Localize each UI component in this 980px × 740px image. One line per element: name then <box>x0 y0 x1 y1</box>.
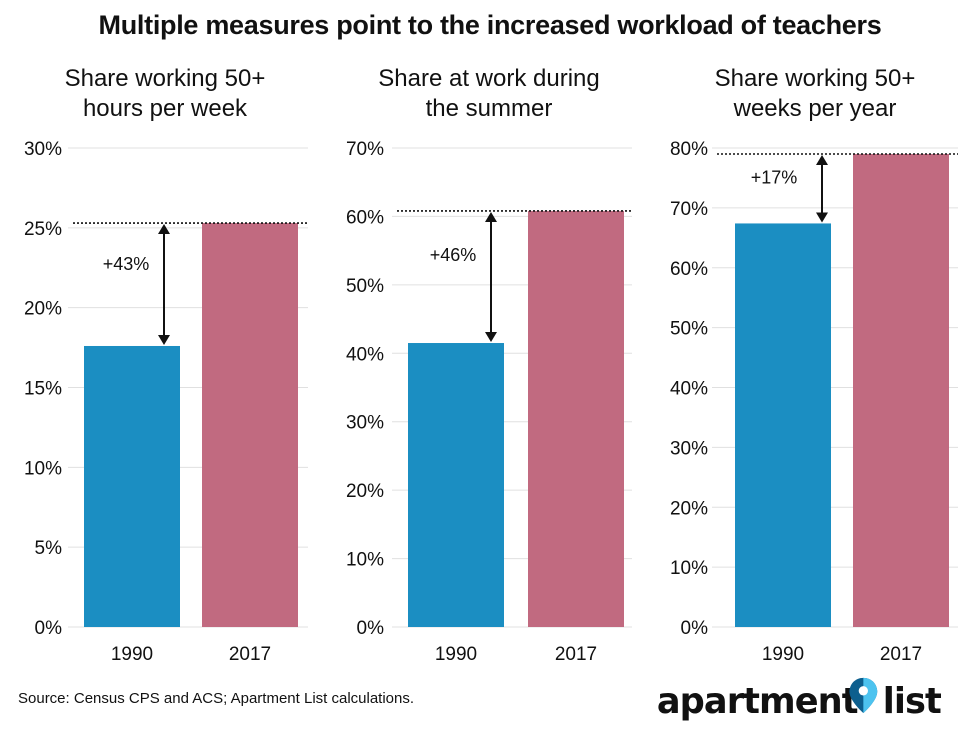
chart-2-change-label: +46% <box>430 245 477 265</box>
chart-3-y-tick-label: 20% <box>670 498 708 519</box>
chart-1-y-tick-label: 15% <box>24 379 62 400</box>
chart-2-y-tick-label: 10% <box>346 550 384 571</box>
chart-1-y-tick-label: 10% <box>24 458 62 479</box>
chart-3-y-tick-label: 40% <box>670 379 708 400</box>
chart-3-x-tick-label: 2017 <box>880 644 922 665</box>
chart-1-arrow-head-down <box>158 334 170 345</box>
chart-3-y-tick-label: 50% <box>670 319 708 340</box>
chart-1-change-label: +43% <box>103 254 150 274</box>
chart-3-change-label: +17% <box>751 168 798 188</box>
chart-2-y-tick-label: 20% <box>346 481 384 502</box>
chart-3-y-tick-label: 60% <box>670 259 708 280</box>
chart-2-title-line: Share at work during <box>378 65 599 92</box>
chart-1-y-tick-label: 30% <box>24 139 62 160</box>
chart-3-arrow-head-up <box>816 154 828 165</box>
chart-3-y-tick-label: 30% <box>670 438 708 459</box>
chart-3-y-tick-label: 80% <box>670 139 708 160</box>
chart-1-y-tick-label: 20% <box>24 299 62 320</box>
chart-2-bar-1990 <box>408 343 504 627</box>
chart-1-title-line: hours per week <box>83 95 248 122</box>
chart-1-arrow-head-up <box>158 224 170 235</box>
chart-2-arrow-head-up <box>485 211 497 222</box>
chart-1-bar-2017 <box>202 223 298 627</box>
chart-2-bar-2017 <box>528 210 624 627</box>
chart-3-bar-2017 <box>853 153 949 628</box>
figure-title: Multiple measures point to the increased… <box>98 10 882 40</box>
chart-3-title-line: weeks per year <box>733 95 897 122</box>
chart-1-y-tick-label: 0% <box>35 618 63 639</box>
apartment-list-logo: apartment list <box>657 677 942 722</box>
chart-1-x-tick-label: 1990 <box>111 644 153 665</box>
chart-2-x-tick-label: 2017 <box>555 644 597 665</box>
chart-2-y-tick-label: 70% <box>346 139 384 160</box>
chart-2-x-tick-label: 1990 <box>435 644 477 665</box>
chart-3-x-tick-label: 1990 <box>762 644 804 665</box>
chart-2-title-line: the summer <box>426 95 553 122</box>
logo-text-left: apartment <box>657 681 858 722</box>
chart-2-y-tick-label: 50% <box>346 276 384 297</box>
chart-2-y-tick-label: 40% <box>346 344 384 365</box>
chart-1-y-tick-label: 5% <box>35 538 63 559</box>
chart-3-title-line: Share working 50+ <box>715 65 916 92</box>
chart-3-y-tick-label: 0% <box>681 618 709 639</box>
chart-2-y-tick-label: 30% <box>346 413 384 434</box>
chart-1-x-tick-label: 2017 <box>229 644 271 665</box>
chart-3-arrow-head-down <box>816 212 828 223</box>
chart-1-title-line: Share working 50+ <box>65 65 266 92</box>
map-pin-icon <box>849 677 878 714</box>
source-note: Source: Census CPS and ACS; Apartment Li… <box>18 690 415 707</box>
chart-3-y-tick-label: 10% <box>670 558 708 579</box>
chart-3-bar-1990 <box>735 223 831 627</box>
chart-2-arrow-head-down <box>485 332 497 343</box>
chart-3-y-tick-label: 70% <box>670 199 708 220</box>
chart-1-y-tick-label: 25% <box>24 219 62 240</box>
chart-2-y-tick-label: 0% <box>357 618 385 639</box>
chart-1-bar-1990 <box>84 345 180 627</box>
chart-2-y-tick-label: 60% <box>346 207 384 228</box>
logo-text-right: list <box>883 681 941 722</box>
